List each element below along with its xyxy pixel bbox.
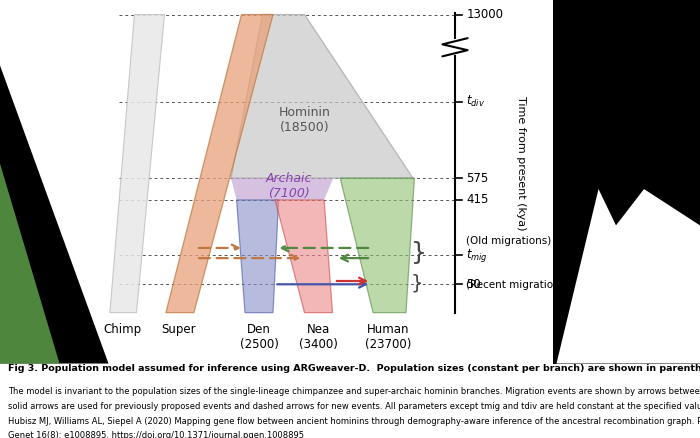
Text: The model is invariant to the population sizes of the single-lineage chimpanzee : The model is invariant to the population… [8, 387, 700, 396]
Text: Time from present (kya): Time from present (kya) [517, 96, 526, 231]
Text: $t_{mig}$: $t_{mig}$ [466, 247, 488, 264]
Text: Super: Super [161, 323, 196, 336]
Polygon shape [110, 14, 164, 313]
Polygon shape [231, 14, 413, 178]
Text: $t_{div}$: $t_{div}$ [466, 94, 485, 110]
Text: 575: 575 [466, 172, 489, 185]
Polygon shape [0, 163, 60, 364]
Text: Hubisz MJ, Williams AL, Siepel A (2020) Mapping gene flow between ancient homini: Hubisz MJ, Williams AL, Siepel A (2020) … [8, 417, 700, 426]
Text: Hominin
(18500): Hominin (18500) [279, 106, 330, 134]
Text: Archaic
(7100): Archaic (7100) [266, 172, 312, 200]
Text: Human
(23700): Human (23700) [365, 323, 412, 351]
Text: (Recent migrations): (Recent migrations) [466, 280, 570, 290]
Text: 50: 50 [466, 278, 481, 291]
Text: 415: 415 [466, 194, 489, 206]
Text: Den
(2500): Den (2500) [239, 323, 279, 351]
Text: Nea
(3400): Nea (3400) [299, 323, 338, 351]
Text: solid arrows are used for previously proposed events and dashed arrows for new e: solid arrows are used for previously pro… [8, 402, 700, 411]
Polygon shape [556, 189, 700, 364]
Text: }: } [411, 241, 427, 265]
Polygon shape [231, 178, 333, 200]
Polygon shape [237, 200, 279, 313]
Polygon shape [0, 65, 108, 364]
Polygon shape [553, 0, 700, 364]
Text: Fig 3. Population model assumed for inference using ARGweaver-D.  Population siz: Fig 3. Population model assumed for infe… [8, 364, 700, 373]
Text: Chimp: Chimp [104, 323, 141, 336]
Text: 13000: 13000 [466, 8, 503, 21]
Text: (Old migrations): (Old migrations) [466, 237, 552, 247]
Text: }: } [411, 273, 424, 292]
Text: Genet 16(8): e1008895. https://doi.org/10.1371/journal.pgen.1008895: Genet 16(8): e1008895. https://doi.org/1… [8, 431, 304, 438]
Polygon shape [275, 200, 332, 313]
Polygon shape [340, 178, 414, 313]
Polygon shape [166, 14, 273, 313]
